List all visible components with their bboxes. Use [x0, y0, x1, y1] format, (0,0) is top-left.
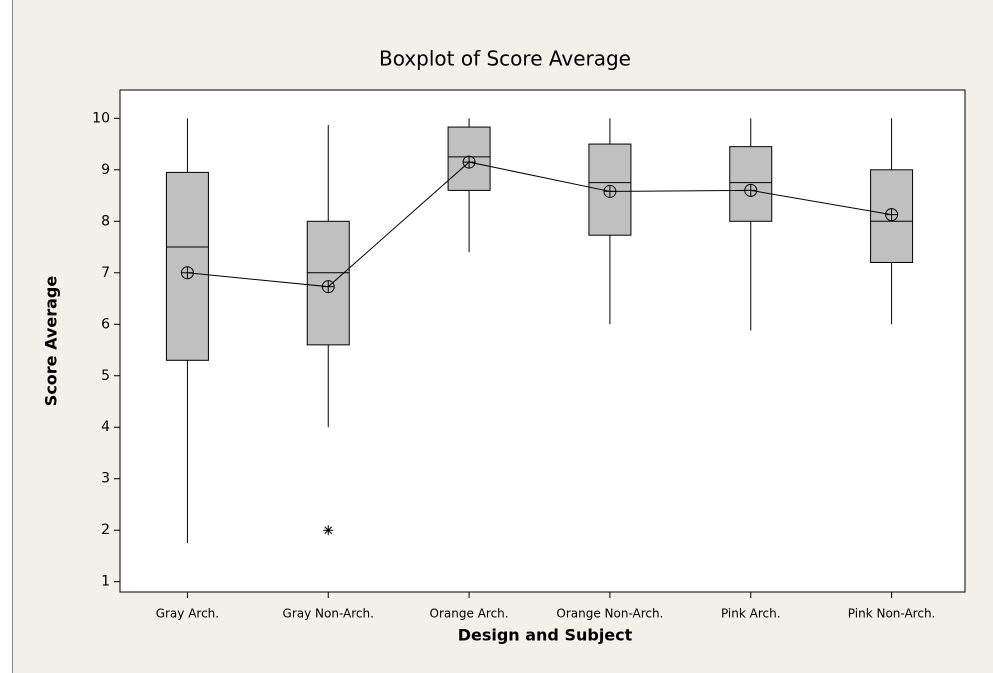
mean-line: [187, 161, 892, 288]
y-tick-label: 4: [101, 419, 110, 435]
y-tick-label: 5: [101, 368, 110, 384]
x-tick-label: Orange Non-Arch.: [556, 607, 663, 621]
y-tick-label: 9: [101, 162, 110, 178]
x-axis-label: Design and Subject: [458, 626, 633, 645]
y-tick-label: 2: [101, 522, 110, 538]
mean-marker: [885, 208, 899, 222]
x-tick-label: Gray Non-Arch.: [283, 607, 374, 621]
x-tick-label: Gray Arch.: [156, 607, 219, 621]
mean-marker: [744, 183, 758, 197]
x-tick-label: Pink Arch.: [721, 607, 781, 621]
y-tick-label: 3: [101, 471, 110, 487]
y-tick-label: 10: [92, 110, 110, 126]
mean-marker: [462, 155, 476, 169]
plot-area: [119, 89, 966, 593]
mean-marker: [321, 280, 335, 294]
outlier: [323, 525, 334, 536]
y-tick-label: 1: [101, 574, 110, 590]
x-tick-label: Pink Non-Arch.: [848, 607, 936, 621]
mean-marker: [180, 266, 194, 280]
y-tick-label: 8: [101, 213, 110, 229]
x-tick-label: Orange Arch.: [430, 607, 509, 621]
y-tick-label: 6: [101, 316, 110, 332]
mean-marker: [603, 184, 617, 198]
chart-title: Boxplot of Score Average: [379, 47, 631, 71]
y-axis-label: Score Average: [42, 276, 61, 407]
y-tick-label: 7: [101, 265, 110, 281]
